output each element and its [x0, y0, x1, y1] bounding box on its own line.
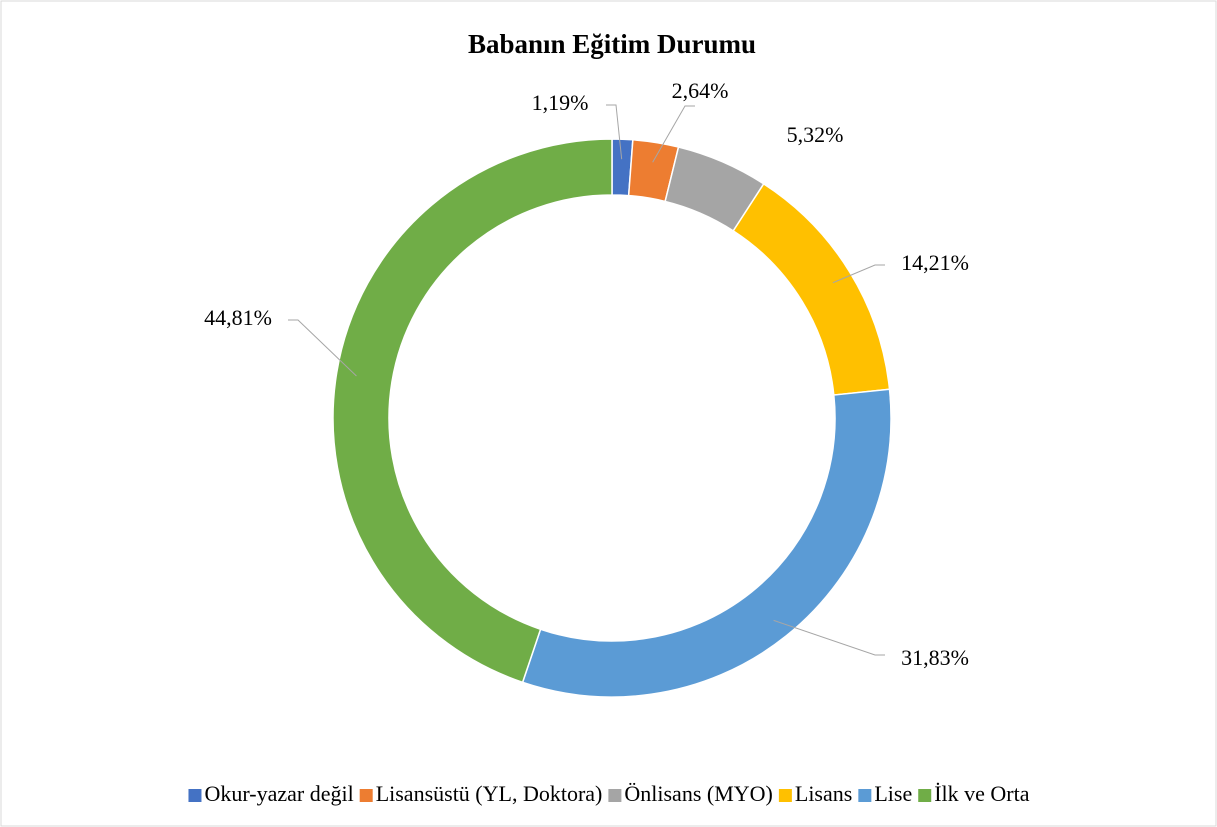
legend-swatch: [918, 789, 932, 802]
legend-swatch: [608, 789, 622, 802]
legend-label: İlk ve Orta: [934, 781, 1030, 806]
leader-line: [832, 264, 885, 284]
data-label: 44,81%: [204, 305, 272, 330]
legend-swatch: [858, 789, 872, 802]
leader-line: [652, 105, 695, 163]
data-label: 5,32%: [787, 122, 844, 147]
data-label: 2,64%: [672, 78, 729, 103]
legend-label: Lise: [874, 781, 912, 806]
donut-segment: [521, 388, 892, 698]
legend-swatch: [778, 789, 792, 802]
leader-line: [606, 104, 623, 160]
data-label: 31,83%: [901, 645, 969, 670]
donut-segment: [332, 138, 613, 684]
data-label: 14,21%: [901, 250, 969, 275]
legend-label: Okur-yazar değil: [204, 781, 353, 806]
legend-swatch: [359, 789, 373, 802]
legend-label: Lisansüstü (YL, Doktora): [376, 781, 603, 806]
chart-title: Babanın Eğitim Durumu: [468, 29, 756, 59]
legend-swatch: [188, 789, 202, 802]
leader-line: [288, 319, 357, 377]
data-label: 1,19%: [532, 90, 589, 115]
legend-label: Lisans: [795, 781, 852, 806]
legend-label: Önlisans (MYO): [624, 781, 773, 806]
leader-line: [773, 619, 885, 656]
